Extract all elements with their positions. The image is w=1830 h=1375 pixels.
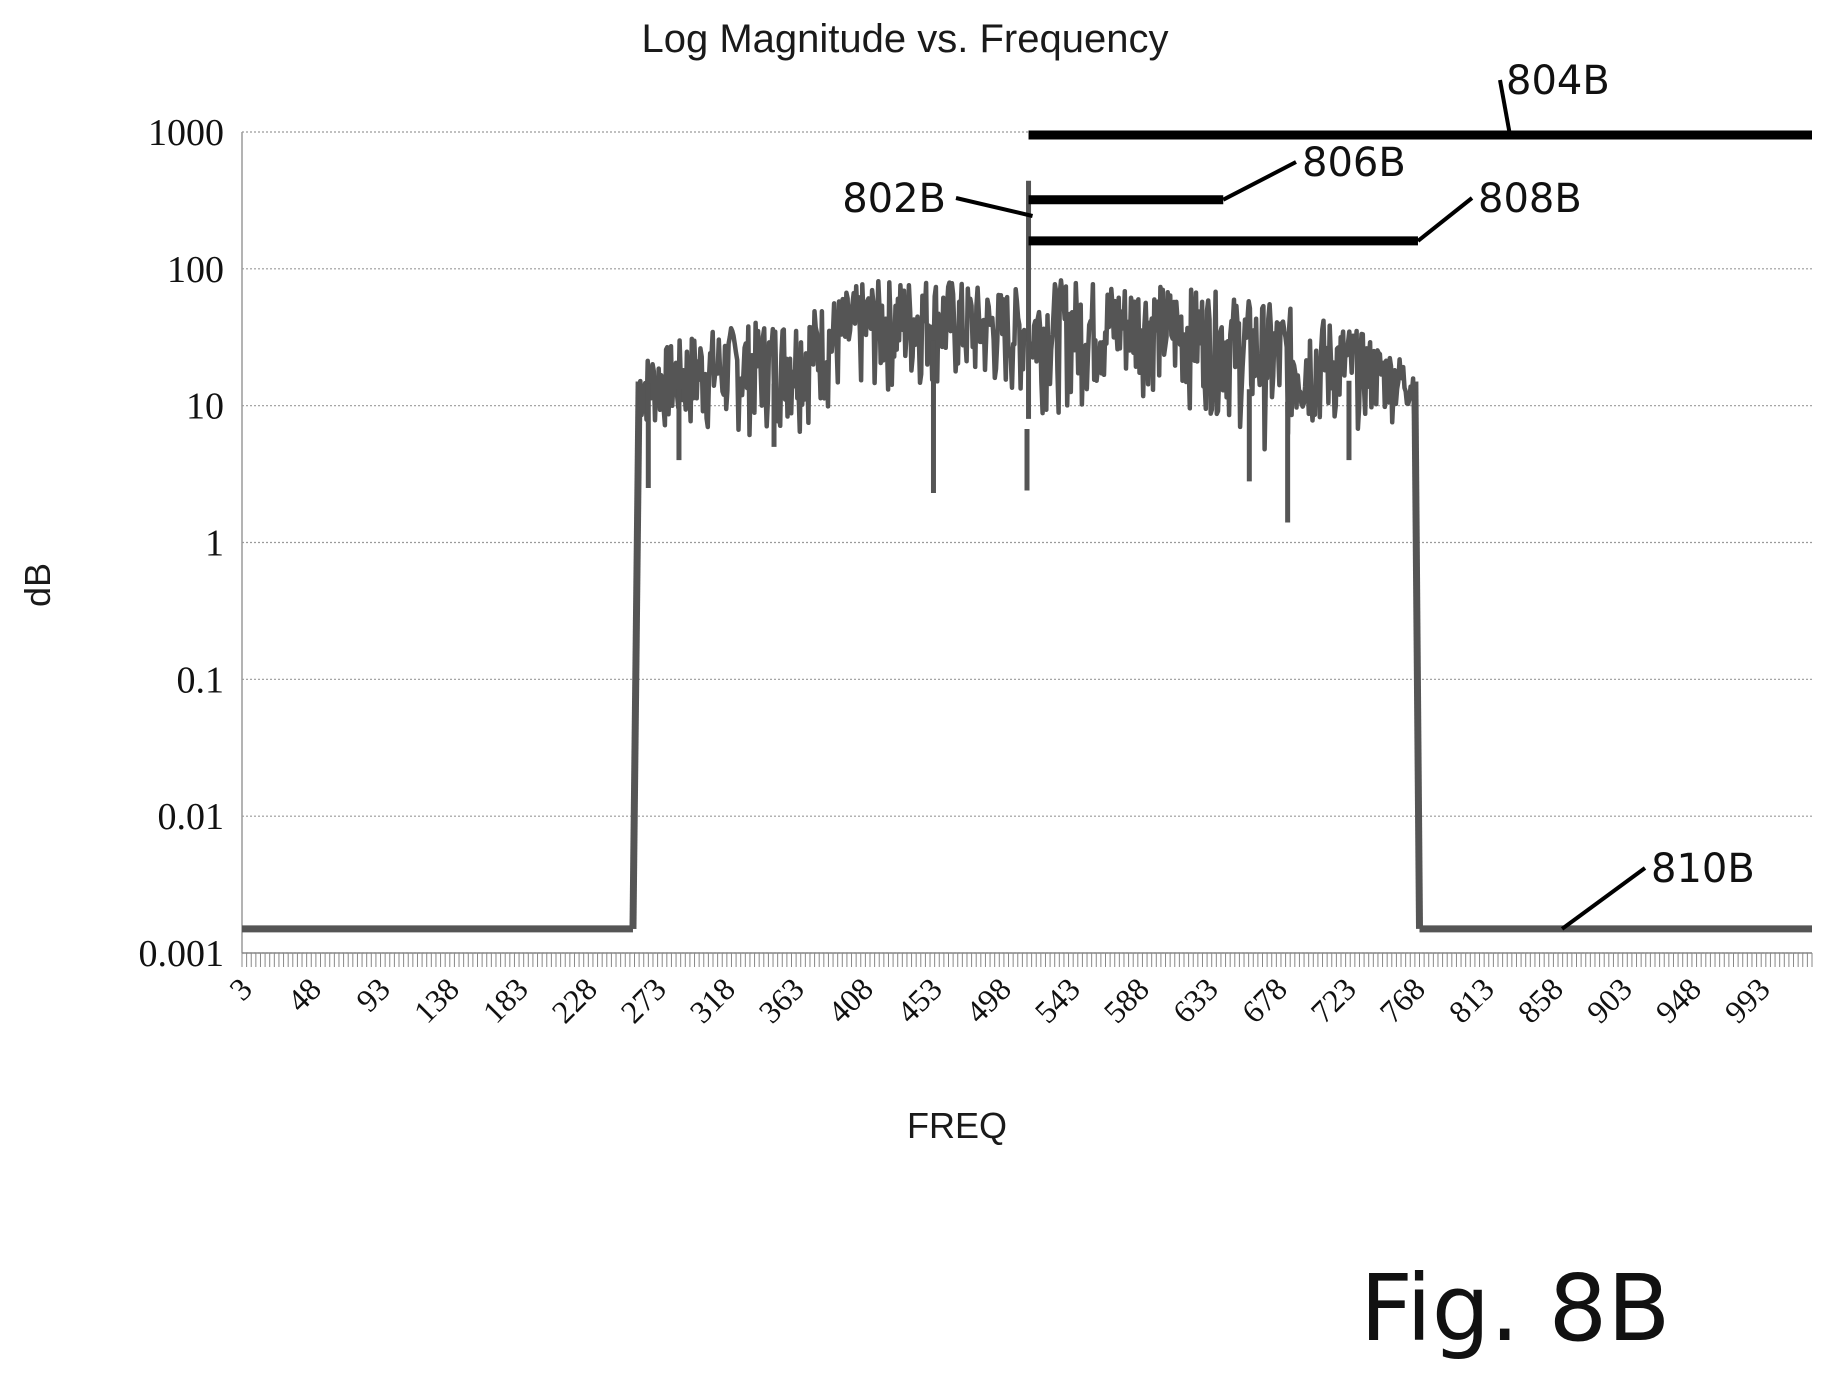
y-tick-label: 1 <box>205 523 224 565</box>
x-tick-label: 138 <box>407 970 466 1029</box>
x-tick-label: 633 <box>1165 970 1224 1029</box>
callout-label: 806B <box>1302 140 1406 186</box>
callout-leader <box>1560 866 1647 931</box>
x-tick-label: 93 <box>349 970 397 1018</box>
y-tick-label: 0.001 <box>139 933 225 975</box>
x-tick-label: 363 <box>752 970 811 1029</box>
x-tick-label: 723 <box>1303 970 1362 1029</box>
x-tick-label: 228 <box>545 970 604 1029</box>
reference-lines <box>1028 130 1812 246</box>
x-tick-label: 453 <box>889 970 948 1029</box>
x-axis-label: FREQ <box>907 1105 1007 1146</box>
series-segment <box>1411 381 1423 929</box>
x-tick-label: 498 <box>958 970 1017 1029</box>
y-tick-labels: 1000 100 10 1 0.1 0.01 0.001 <box>139 112 225 975</box>
data-series <box>242 180 1812 933</box>
x-tick-label: 588 <box>1096 970 1155 1029</box>
y-tick-label: 0.1 <box>177 659 225 701</box>
callouts: 804B 806B 808B 802B 810B <box>842 58 1755 931</box>
callout-leader <box>955 196 1033 218</box>
x-tick-label: 858 <box>1510 970 1569 1029</box>
y-tick-label: 0.01 <box>158 796 225 838</box>
callout-leader <box>1416 196 1474 243</box>
series-segment <box>629 381 643 929</box>
callout-leader <box>1498 79 1512 136</box>
callout-label: 804B <box>1506 58 1610 104</box>
callout-label: 810B <box>1651 846 1755 892</box>
x-tick-label: 948 <box>1648 970 1707 1029</box>
y-axis-label: dB <box>17 563 58 607</box>
callout-leader <box>1222 160 1297 202</box>
x-tick-label: 3 <box>222 970 259 1007</box>
x-tick-label: 183 <box>476 970 535 1029</box>
y-tick-label: 100 <box>167 249 224 291</box>
x-tick-label: 813 <box>1441 970 1500 1029</box>
x-tick-label: 318 <box>683 970 742 1029</box>
x-tick-label: 993 <box>1717 970 1776 1029</box>
x-tick-label: 678 <box>1234 970 1293 1029</box>
y-tick-label: 1000 <box>148 112 224 154</box>
x-tick-labels: 3 48 93 138 183 228 273 318 363 408 453 498 543 588 63… <box>222 970 1777 1029</box>
x-minor-ticks <box>241 952 1813 967</box>
chart-title: Log Magnitude vs. Frequency <box>642 17 1169 61</box>
y-tick-label: 10 <box>186 386 224 428</box>
x-tick-label: 543 <box>1027 970 1086 1029</box>
x-tick-label: 408 <box>821 970 880 1029</box>
x-tick-label: 273 <box>614 970 673 1029</box>
x-tick-label: 768 <box>1372 970 1431 1029</box>
callout-label: 802B <box>842 176 946 222</box>
x-tick-label: 903 <box>1579 970 1638 1029</box>
figure-label: Fig. 8B <box>1360 1255 1670 1362</box>
callout-label: 808B <box>1478 176 1582 222</box>
series-noise-band <box>636 278 1417 452</box>
x-tick-label: 48 <box>280 970 328 1018</box>
